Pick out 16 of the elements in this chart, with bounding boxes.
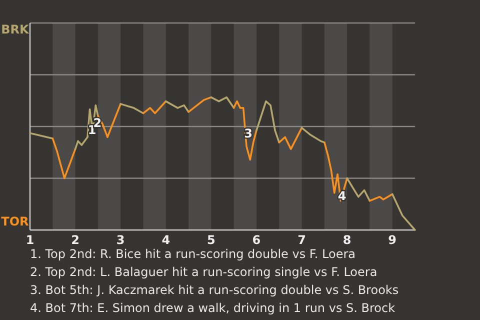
annotation: 2 bbox=[93, 116, 102, 130]
x-tick-label: 8 bbox=[342, 233, 352, 247]
text: 1. Top 2nd: R. Bice hit a run-scoring double vs F. Loera bbox=[30, 247, 356, 261]
text: 4. Bot 7th: E. Simon drew a walk, driving in 1 run vs S. Brock bbox=[30, 301, 396, 315]
x-tick-label: 5 bbox=[206, 233, 216, 247]
text: TOR bbox=[1, 214, 29, 228]
x-tick-label: 2 bbox=[71, 233, 80, 247]
x-tick-label: 4 bbox=[162, 233, 170, 247]
x-tick-label: 3 bbox=[116, 233, 125, 247]
x-tick-label: 1 bbox=[26, 233, 34, 247]
text: 3. Bot 5th: J. Kaczmarek hit a run-scoring double vs S. Brooks bbox=[30, 283, 399, 297]
x-tick-label: 7 bbox=[298, 233, 306, 247]
text: 2. Top 2nd: L. Balaguer hit a run-scoring single vs F. Loera bbox=[30, 265, 378, 279]
ref-line-label: BRK bbox=[1, 22, 30, 36]
x-tick-label: 6 bbox=[252, 233, 261, 247]
x-tick-label: 9 bbox=[388, 233, 397, 247]
